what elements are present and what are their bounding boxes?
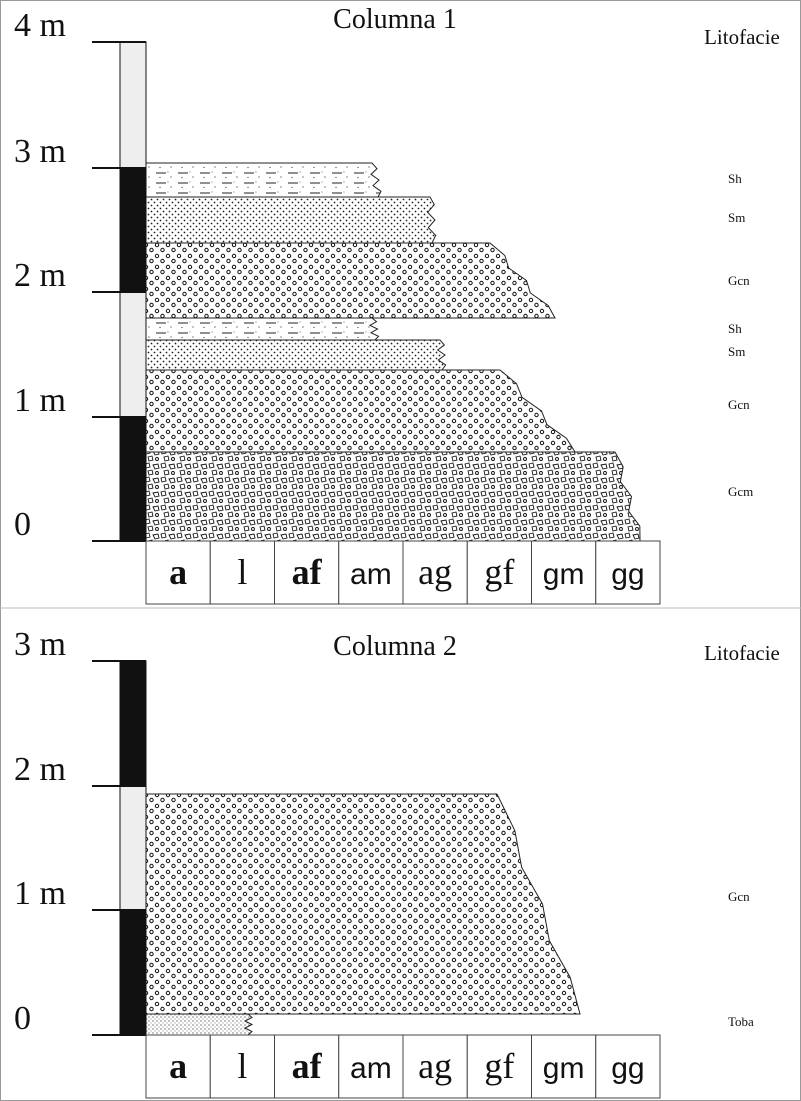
grain-size-label: a — [169, 1046, 187, 1086]
grain-size-label: af — [292, 1046, 323, 1086]
scale-label: 1 m — [14, 875, 66, 912]
scale-label: 0 — [14, 506, 31, 543]
facies-header: Litofacie — [704, 25, 780, 49]
grain-size-cell — [402, 540, 468, 605]
facies-label: Gcm — [728, 484, 753, 499]
layer — [145, 451, 641, 542]
grain-size-cell — [531, 540, 597, 605]
grain-size-label: gf — [484, 1046, 514, 1086]
facies-label: Toba — [728, 1014, 754, 1029]
layer — [145, 339, 447, 371]
grain-size-label: l — [237, 552, 247, 592]
grain-size-label: l — [237, 1046, 247, 1086]
scale-segment — [119, 167, 147, 293]
facies-label: Sh — [728, 321, 742, 336]
facies-label: Gcn — [728, 397, 750, 412]
grain-size-label: a — [169, 552, 187, 592]
grain-size-cell — [595, 1034, 661, 1099]
scale-segment — [119, 416, 147, 542]
grain-size-cell — [338, 1034, 404, 1099]
facies-label: Gcn — [728, 889, 750, 904]
grain-size-cell — [274, 540, 340, 605]
grain-size-label: gm — [543, 558, 585, 591]
scale-segment — [119, 909, 147, 1036]
column-title: Columna 1 — [333, 4, 457, 35]
facies-label: Sm — [728, 210, 745, 225]
scale-segment — [119, 291, 147, 418]
layer — [145, 317, 380, 341]
grain-size-cell — [402, 1034, 468, 1099]
column-title: Columna 2 — [333, 631, 457, 662]
scale-label: 2 m — [14, 751, 66, 788]
facies-label: Gcn — [728, 273, 750, 288]
grain-size-label: gg — [611, 1052, 644, 1085]
layer — [145, 242, 556, 319]
layer — [145, 793, 581, 1015]
grain-size-label: gm — [543, 1052, 585, 1085]
grain-size-cell — [595, 540, 661, 605]
grain-size-cell — [145, 540, 211, 605]
grain-size-cell — [338, 540, 404, 605]
grain-size-cell — [466, 540, 532, 605]
facies-label: Sh — [728, 171, 742, 186]
layer — [145, 162, 382, 198]
facies-header: Litofacie — [704, 641, 780, 665]
grain-size-label: af — [292, 552, 323, 592]
grain-size-label: ag — [418, 552, 452, 592]
grain-size-label: ag — [418, 1046, 452, 1086]
facies-label: Sm — [728, 344, 745, 359]
grain-size-cell — [466, 1034, 532, 1099]
grain-size-cell — [531, 1034, 597, 1099]
scale-segment — [119, 785, 147, 911]
grain-size-cell — [209, 540, 275, 605]
scale-label: 3 m — [14, 626, 66, 663]
layer — [145, 369, 576, 453]
grain-size-label: am — [350, 558, 392, 591]
grain-size-label: gf — [484, 552, 514, 592]
scale-label: 0 — [14, 1000, 31, 1037]
layer — [145, 196, 437, 244]
scale-label: 2 m — [14, 257, 66, 294]
layer — [145, 1013, 254, 1036]
grain-size-label: gg — [611, 558, 644, 591]
scale-label: 4 m — [14, 7, 66, 44]
grain-size-cell — [209, 1034, 275, 1099]
scale-segment — [119, 41, 147, 169]
scale-label: 3 m — [14, 133, 66, 170]
grain-size-cell — [274, 1034, 340, 1099]
scale-segment — [119, 660, 147, 787]
scale-label: 1 m — [14, 382, 66, 419]
grain-size-label: am — [350, 1052, 392, 1085]
